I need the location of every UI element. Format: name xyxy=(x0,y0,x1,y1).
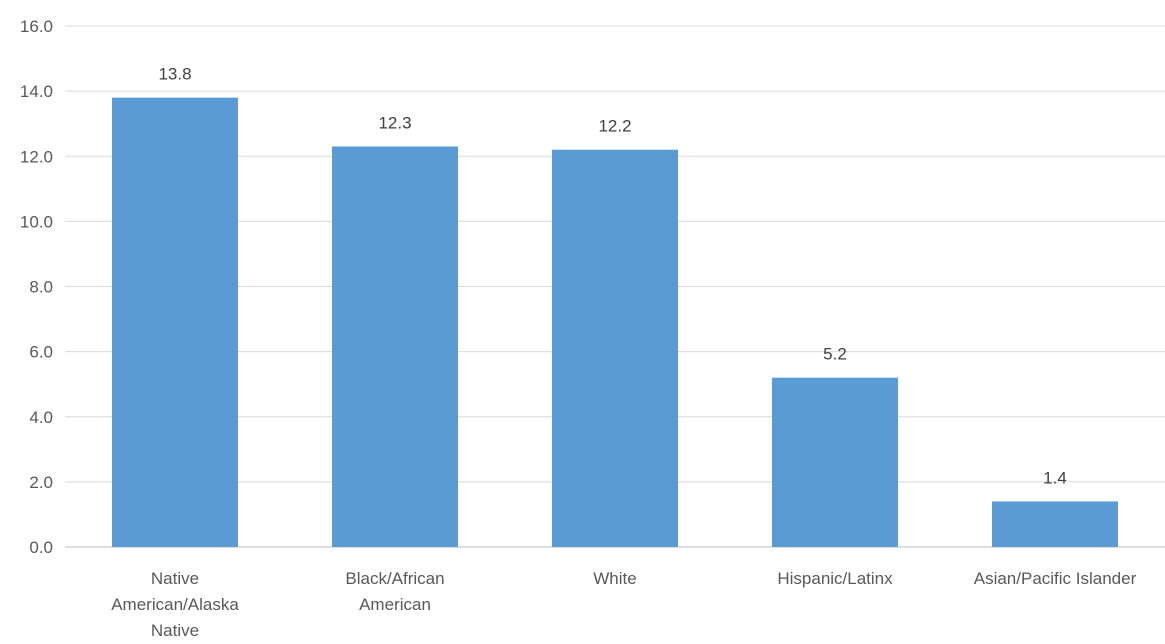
y-tick-label: 2.0 xyxy=(29,473,53,492)
bars xyxy=(112,97,1118,548)
data-label: 1.4 xyxy=(1043,468,1067,487)
x-category-label: Asian/Pacific Islander xyxy=(974,569,1137,588)
y-tick-label: 4.0 xyxy=(29,408,53,427)
x-category-label-line: Asian/Pacific Islander xyxy=(974,569,1137,588)
bar xyxy=(112,97,238,547)
y-axis-tick-labels: 0.0 2.0 4.0 6.0 8.0 10.0 12.0 14.0 16.0 xyxy=(20,17,53,557)
bar xyxy=(992,501,1118,547)
x-category-label-line: Hispanic/Latinx xyxy=(777,569,893,588)
data-labels: 13.8 12.3 12.2 5.2 1.4 xyxy=(158,65,1066,488)
x-category-label: Black/African American xyxy=(345,569,444,614)
x-category-label-line: American xyxy=(359,595,431,614)
data-label: 13.8 xyxy=(158,65,191,84)
x-category-label: Hispanic/Latinx xyxy=(777,569,893,588)
x-category-label-line: Black/African xyxy=(345,569,444,588)
y-tick-label: 14.0 xyxy=(20,82,53,101)
bar xyxy=(772,377,898,547)
y-tick-label: 8.0 xyxy=(29,278,53,297)
y-tick-label: 0.0 xyxy=(29,538,53,557)
y-tick-label: 10.0 xyxy=(20,212,53,231)
x-axis-category-labels: Native American/Alaska Native Black/African… xyxy=(111,569,1136,640)
x-category-label-line: Native xyxy=(151,569,199,588)
data-label: 12.3 xyxy=(378,113,411,132)
x-category-label-line: Native xyxy=(151,621,199,640)
y-tick-label: 12.0 xyxy=(20,147,53,166)
bar xyxy=(332,146,458,547)
x-category-label: Native American/Alaska Native xyxy=(111,569,239,640)
data-label: 12.2 xyxy=(598,117,631,136)
data-label: 5.2 xyxy=(823,345,847,364)
x-category-label-line: White xyxy=(593,569,636,588)
y-tick-label: 16.0 xyxy=(20,17,53,36)
y-tick-label: 6.0 xyxy=(29,343,53,362)
bar xyxy=(552,149,678,548)
x-category-label: White xyxy=(593,569,636,588)
x-category-label-line: American/Alaska xyxy=(111,595,239,614)
